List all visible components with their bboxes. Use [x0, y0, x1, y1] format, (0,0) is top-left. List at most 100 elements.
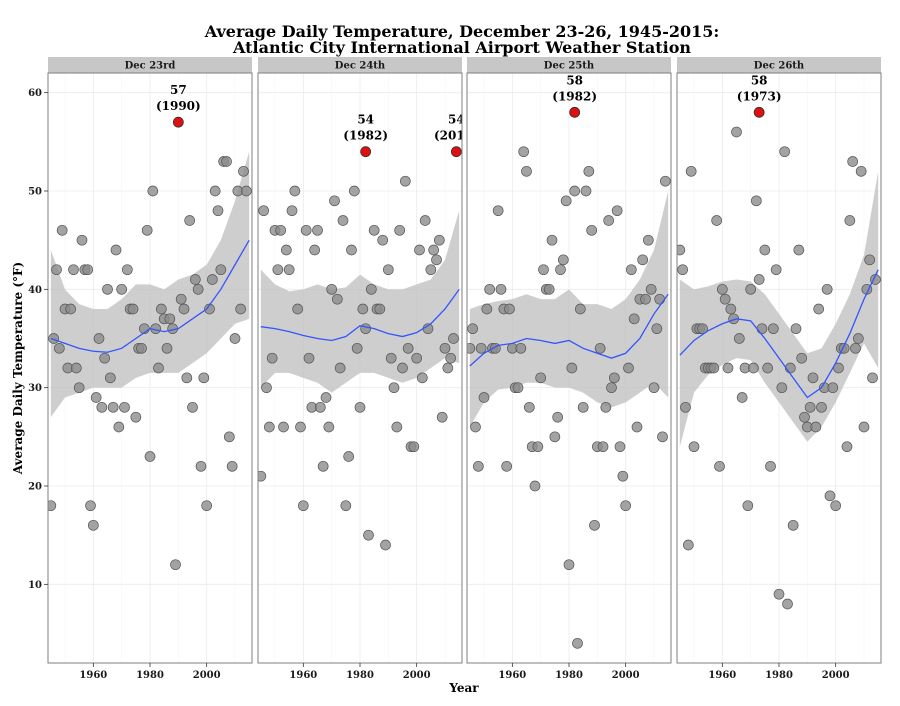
x-tick-label: 2000	[612, 670, 640, 681]
data-point	[546, 234, 558, 246]
data-point	[238, 165, 249, 177]
data-point	[504, 303, 515, 315]
data-point	[816, 401, 827, 413]
data-point	[677, 264, 689, 276]
data-point	[96, 401, 108, 413]
data-point	[144, 451, 156, 462]
x-tick-label: 1960	[79, 670, 107, 681]
data-point	[85, 500, 96, 512]
data-point	[155, 303, 167, 315]
data-point	[608, 372, 620, 384]
data-point	[782, 598, 793, 610]
data-point	[116, 283, 128, 295]
data-point	[722, 362, 734, 374]
data-point	[295, 421, 306, 433]
data-point	[399, 175, 411, 187]
data-point	[431, 254, 442, 266]
data-point	[532, 441, 544, 453]
facet-panel-2: Dec 24th 54 (1982) 54 (2014) 1960 1980 2000	[257, 57, 463, 681]
data-point	[756, 323, 768, 335]
data-point	[535, 372, 547, 384]
data-point	[688, 441, 700, 453]
data-point	[552, 411, 564, 423]
data-point	[209, 185, 221, 197]
data-point	[258, 470, 267, 482]
record-value-label: 58	[751, 73, 768, 87]
facet-strip-label: Dec 24th	[335, 61, 386, 72]
data-point	[357, 303, 369, 315]
data-point	[192, 283, 204, 295]
data-point	[286, 205, 298, 217]
record-year-label: (1982)	[343, 129, 388, 143]
data-point	[408, 441, 420, 453]
data-point	[221, 156, 232, 167]
data-point	[175, 293, 187, 305]
data-point	[323, 421, 335, 433]
data-point	[566, 362, 578, 374]
record-point	[360, 146, 372, 158]
data-point	[745, 283, 757, 295]
data-point	[807, 372, 819, 384]
data-point	[600, 401, 612, 413]
data-point	[799, 411, 810, 423]
data-point	[512, 382, 524, 394]
data-point	[804, 401, 816, 413]
data-point	[603, 215, 615, 226]
data-point	[374, 303, 386, 315]
data-point	[830, 500, 842, 512]
data-point	[317, 460, 329, 472]
data-point	[391, 421, 403, 433]
data-point	[467, 323, 479, 335]
x-tick-label: 1980	[136, 670, 164, 681]
data-point	[107, 401, 119, 413]
data-point	[445, 352, 457, 364]
data-point	[309, 244, 321, 256]
data-point	[714, 460, 725, 472]
data-point	[360, 323, 372, 335]
data-point	[472, 460, 484, 472]
data-point	[394, 224, 406, 236]
data-point	[563, 559, 575, 571]
data-point	[170, 559, 181, 571]
data-point	[481, 303, 493, 315]
data-point	[657, 431, 668, 443]
data-point	[776, 382, 788, 394]
x-tick-label: 1980	[765, 670, 793, 681]
data-point	[623, 362, 634, 374]
data-point	[397, 362, 408, 374]
data-point	[181, 372, 193, 384]
record-year-label: (1990)	[156, 99, 201, 113]
data-point	[258, 205, 270, 217]
data-point	[348, 185, 360, 197]
record-point	[450, 146, 462, 158]
data-point	[580, 185, 592, 197]
data-point	[716, 283, 728, 295]
data-point	[852, 333, 864, 344]
data-point	[385, 352, 397, 364]
panel-plot-area: 58 (1973)	[677, 73, 881, 610]
data-point	[680, 401, 691, 413]
smooth-line	[260, 288, 460, 342]
smooth-line	[679, 269, 879, 399]
data-point	[292, 303, 304, 315]
data-point	[543, 283, 555, 295]
data-point	[73, 382, 85, 394]
data-point	[419, 215, 431, 226]
data-point	[235, 303, 247, 315]
data-point	[611, 205, 623, 217]
data-point	[523, 401, 535, 413]
data-point	[402, 342, 414, 354]
data-point	[631, 421, 643, 433]
data-point	[90, 392, 102, 403]
data-point	[51, 264, 62, 276]
data-point	[53, 342, 65, 354]
data-point	[597, 441, 609, 453]
x-tick-label: 1980	[555, 670, 583, 681]
data-point	[475, 342, 487, 354]
data-point	[518, 146, 530, 158]
data-point	[340, 500, 352, 512]
y-tick-label: 60	[28, 88, 42, 99]
